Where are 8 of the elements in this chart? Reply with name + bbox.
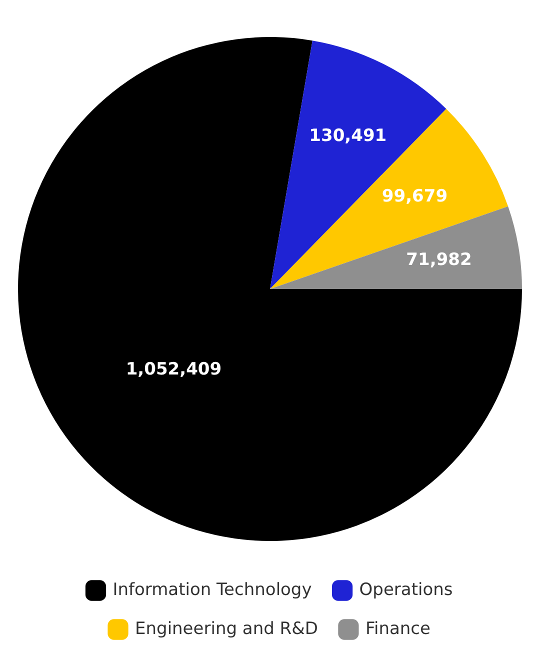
data-label: 99,679: [382, 186, 448, 207]
legend-label: Information Technology: [112, 580, 312, 600]
data-label: 71,982: [406, 250, 472, 270]
data-label: 1,052,409: [126, 360, 222, 380]
data-label: 130,491: [309, 126, 387, 146]
legend-label: Finance: [365, 618, 431, 639]
legend-label: Engineering and R&D: [135, 618, 318, 639]
legend-label: Operations: [359, 580, 453, 600]
